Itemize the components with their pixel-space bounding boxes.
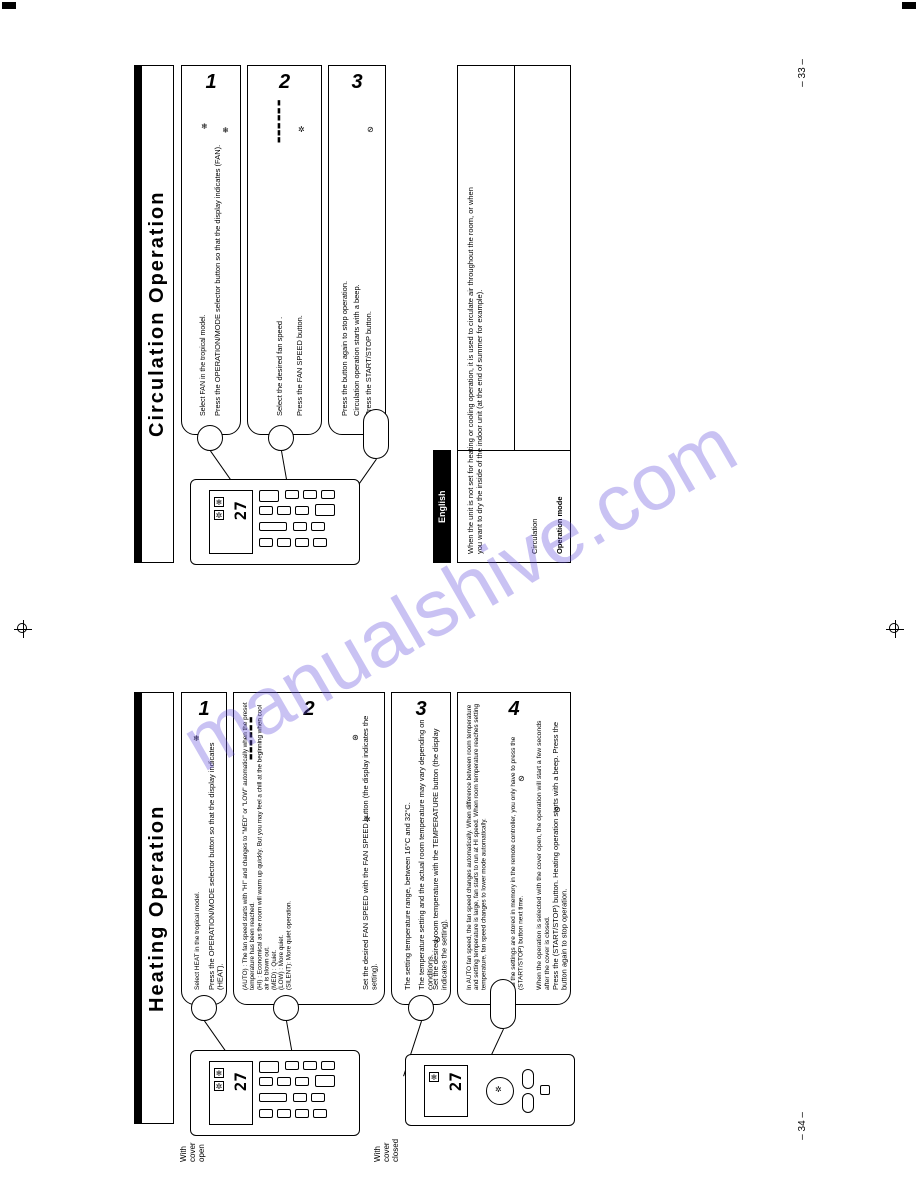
- step-number: 3: [351, 71, 362, 94]
- section-title-heating: Heating Operation: [141, 692, 174, 1124]
- step-panel-1: 1 Press the OPERATION/MODE selector butt…: [181, 692, 227, 1005]
- step-text: Press the (START/STOP) button. Heating o…: [552, 715, 569, 990]
- section-circulation: Circulation Operation 1 Press the OPERAT…: [115, 65, 805, 595]
- registration-mark-right: [886, 620, 904, 638]
- setting-icon: [434, 934, 441, 944]
- fan-icon: [495, 1084, 502, 1094]
- opbox-left: Circulation: [530, 484, 539, 554]
- step-panel-3: 3 Press the START/STOP button. Circulati…: [328, 65, 386, 435]
- fan-icon: [216, 511, 223, 520]
- step-text: Press the FAN SPEED button.: [296, 86, 305, 416]
- step-panel-3: 3 Set the desired room temperature with …: [391, 692, 451, 1005]
- step-text: Press the button again to stop operation…: [341, 136, 350, 416]
- power-icon: [518, 773, 525, 783]
- callout-circle: [408, 995, 434, 1021]
- step-panel-2: 2 Set the desired FAN SPEED with the FAN…: [233, 692, 385, 1005]
- power-icon: [367, 124, 374, 134]
- fan-icon: [216, 1082, 223, 1091]
- step-panel-1: 1 Press the OPERATION/MODE selector butt…: [181, 65, 241, 435]
- step-text: As the settings are stored in memory in …: [510, 715, 532, 990]
- crop-mark-tr: [902, 2, 916, 9]
- fan-icon: [298, 124, 305, 134]
- remote-screen: 27: [209, 490, 253, 554]
- remote-buttons: [259, 488, 349, 558]
- remote-temp: 27: [446, 1072, 465, 1091]
- step-text: In AUTO fan speed, the fan speed changes…: [466, 700, 506, 990]
- callout-oval: [363, 409, 389, 459]
- step-text: Press the OPERATION/MODE selector button…: [208, 715, 225, 990]
- remote-mode-icons: [214, 1068, 226, 1118]
- opbox-header: Operation mode: [555, 462, 564, 554]
- title-bar-accent: [134, 65, 141, 563]
- step-note: Select HEAT in the tropical model.: [194, 810, 201, 990]
- step-text: Press the OPERATION/MODE selector button…: [214, 86, 223, 416]
- remote-mode-icons: [214, 497, 226, 547]
- step-settings: (AUTO) : The fan speed starts with "HI" …: [242, 700, 354, 990]
- speed-bars-icon: ▮▮▮ ▮▮ ▮: [248, 717, 256, 761]
- operation-mode-box: Operation mode Circulation When the unit…: [457, 65, 571, 563]
- remote-open-illustration: 27: [190, 1050, 360, 1136]
- snow-icon: [216, 1069, 223, 1078]
- registration-mark-left: [14, 620, 32, 638]
- step-panel-2: 2 Press the FAN SPEED button. Select the…: [247, 65, 322, 435]
- crop-mark-tl: [2, 2, 16, 9]
- language-tab: English: [433, 450, 451, 563]
- title-bar-accent: [134, 692, 141, 1124]
- snow-icon: [431, 1073, 438, 1082]
- cover-closed-label: With cover closed: [373, 1128, 400, 1162]
- callout-oval: [490, 979, 516, 1029]
- fan-icon: [364, 814, 371, 824]
- step-text: Set the desired FAN SPEED with the FAN S…: [362, 715, 379, 990]
- remote-screen: 27: [209, 1061, 253, 1125]
- auto-icon: ⊛: [352, 733, 359, 742]
- step-text: When the operation is selected with the …: [536, 715, 552, 990]
- step-text: Press the START/STOP button.: [365, 86, 374, 416]
- power-icon: [554, 804, 561, 814]
- divider: [514, 66, 515, 450]
- step-panel-4: 4 Press the (START/STOP) button. Heating…: [457, 692, 571, 1005]
- callout-circle: [191, 995, 217, 1021]
- fan-icon: [221, 125, 231, 134]
- opbox-right: When the unit is not set for heating or …: [466, 184, 508, 554]
- snow-icon: [201, 121, 208, 131]
- remote-simple-buttons: [478, 1067, 558, 1115]
- callout-circle: [273, 995, 299, 1021]
- step-text: Select the desired fan speed .: [276, 216, 285, 416]
- snow-icon: [216, 498, 223, 507]
- callout-circle: [268, 425, 294, 451]
- section-heating: Heating Operation With cover open With c…: [115, 692, 805, 1162]
- remote-buttons: [259, 1059, 349, 1129]
- speed-bars-icon: ▮▮▮ ▮▮ ▮: [276, 100, 284, 144]
- remote-closed-illustration: 27: [405, 1054, 575, 1126]
- step-text: The setting temperature range, between 1…: [404, 715, 413, 990]
- remote-mode-icons: [429, 1072, 441, 1122]
- step-text: Circulation operation starts with a beep…: [353, 136, 362, 416]
- step-number: 2: [279, 71, 290, 94]
- snow-icon: [193, 733, 200, 743]
- section-title-circulation: Circulation Operation: [141, 65, 174, 563]
- callout-circle: [197, 425, 223, 451]
- step-note: Select FAN in the tropical model.: [200, 216, 208, 416]
- remote-screen: 27: [424, 1065, 468, 1117]
- remote-temp: 27: [231, 501, 250, 520]
- remote-illustration: 27: [190, 479, 360, 565]
- step-text: The temperature setting and the actual r…: [418, 715, 435, 990]
- remote-temp: 27: [231, 1072, 250, 1091]
